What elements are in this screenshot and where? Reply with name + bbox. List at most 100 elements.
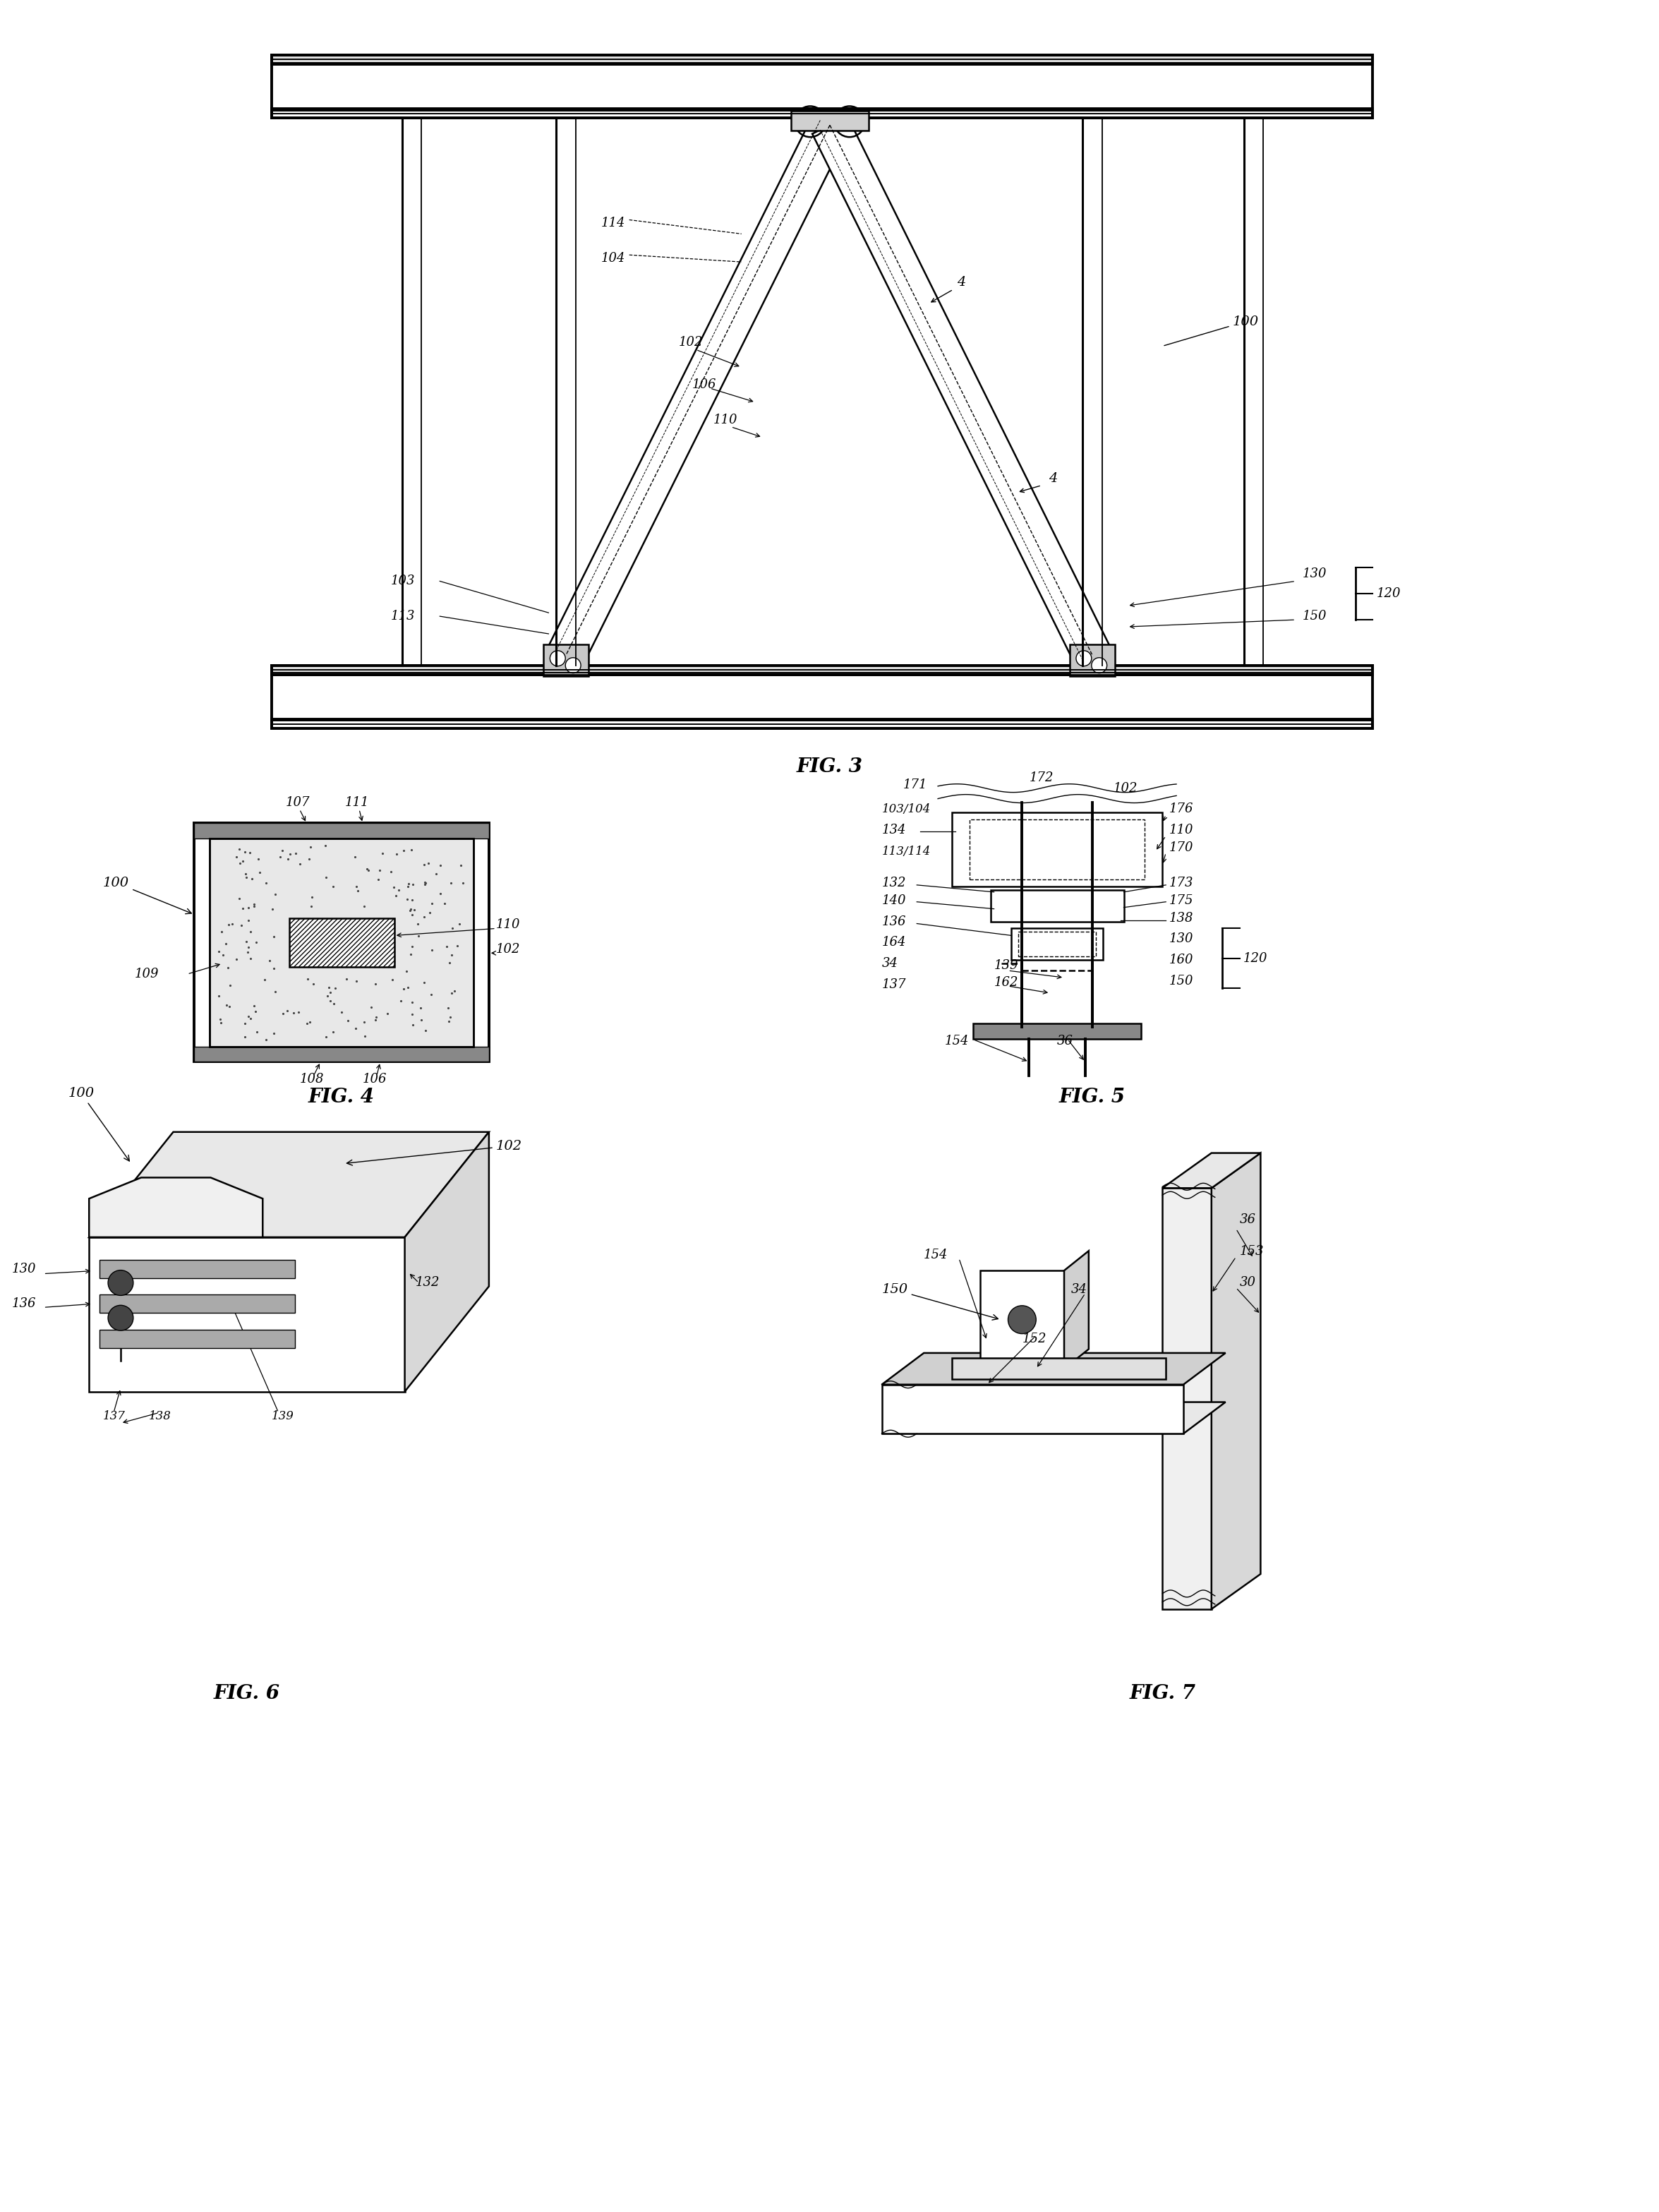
Polygon shape (1211, 1152, 1261, 1608)
Text: FIG. 4: FIG. 4 (309, 1088, 375, 1106)
Text: FIG. 7: FIG. 7 (1130, 1683, 1196, 1703)
Text: 100: 100 (1165, 314, 1259, 345)
Text: 160: 160 (1170, 953, 1194, 967)
Text: 172: 172 (1029, 772, 1053, 783)
Text: 140: 140 (883, 894, 906, 907)
Text: 110: 110 (496, 918, 521, 931)
Polygon shape (1163, 1152, 1261, 1188)
Text: FIG. 5: FIG. 5 (1058, 1088, 1125, 1106)
Text: 154: 154 (924, 1248, 949, 1261)
Text: 109: 109 (134, 967, 159, 980)
Polygon shape (272, 719, 1372, 728)
Text: 110: 110 (713, 414, 738, 427)
Bar (194, 1046, 489, 1062)
Bar (289, 918, 395, 967)
Text: 113/114: 113/114 (883, 845, 931, 858)
Bar (990, 889, 1123, 922)
Polygon shape (952, 1358, 1166, 1380)
Text: FIG. 3: FIG. 3 (796, 757, 863, 776)
Polygon shape (980, 1270, 1063, 1369)
Bar (194, 823, 489, 838)
Text: 111: 111 (345, 796, 370, 810)
Text: 132: 132 (883, 876, 906, 889)
Text: 136: 136 (12, 1298, 36, 1310)
Text: 102: 102 (1113, 781, 1138, 794)
Text: 104: 104 (601, 252, 625, 265)
Text: 36: 36 (1239, 1214, 1256, 1225)
Text: 114: 114 (601, 217, 625, 230)
Text: 102: 102 (679, 336, 703, 349)
Polygon shape (405, 1133, 489, 1391)
Bar (1012, 929, 1103, 960)
Polygon shape (549, 117, 848, 664)
Circle shape (1077, 650, 1092, 666)
Text: 113: 113 (392, 611, 415, 622)
Bar (544, 644, 589, 677)
Text: 137: 137 (103, 1411, 126, 1422)
Text: 103: 103 (392, 575, 415, 588)
Text: 36: 36 (1057, 1035, 1073, 1046)
Text: 152: 152 (1022, 1332, 1047, 1345)
Text: 34: 34 (883, 958, 898, 969)
Polygon shape (883, 1402, 1226, 1433)
Text: 139: 139 (994, 960, 1019, 971)
Bar (1070, 644, 1115, 677)
Text: 120: 120 (1243, 951, 1267, 964)
Circle shape (1092, 657, 1107, 672)
Text: 106: 106 (692, 378, 717, 392)
Circle shape (108, 1305, 133, 1332)
Circle shape (1009, 1305, 1037, 1334)
Text: 170: 170 (1170, 841, 1194, 854)
Bar (272, 666, 1372, 728)
Polygon shape (883, 1385, 1183, 1433)
Text: 171: 171 (902, 779, 927, 792)
Text: 150: 150 (883, 1283, 999, 1321)
Polygon shape (883, 1354, 1226, 1385)
Text: 110: 110 (1170, 823, 1194, 836)
Bar (100, 1329, 295, 1347)
Text: 108: 108 (300, 1073, 324, 1086)
Text: 106: 106 (363, 1073, 387, 1086)
Text: 130: 130 (1170, 933, 1194, 945)
Text: 153: 153 (1239, 1245, 1264, 1259)
Text: 132: 132 (415, 1276, 440, 1290)
Text: 138: 138 (1170, 911, 1194, 925)
Text: 34: 34 (1072, 1283, 1087, 1296)
Text: 103/104: 103/104 (883, 803, 931, 816)
Text: 164: 164 (883, 936, 906, 949)
Text: 134: 134 (883, 823, 906, 836)
Bar (209, 838, 473, 1046)
Circle shape (549, 650, 566, 666)
Text: 107: 107 (285, 796, 310, 810)
Text: 100: 100 (103, 876, 191, 914)
Polygon shape (1063, 1252, 1088, 1369)
Text: 173: 173 (1170, 876, 1194, 889)
Text: 102: 102 (496, 942, 521, 956)
Bar (100, 1259, 295, 1279)
Circle shape (566, 657, 581, 672)
Text: 30: 30 (1239, 1276, 1256, 1290)
Bar (272, 55, 1372, 117)
Text: 4: 4 (1048, 471, 1057, 484)
Polygon shape (813, 117, 1110, 664)
Text: 154: 154 (946, 1035, 969, 1046)
Text: 150: 150 (1302, 611, 1327, 622)
Text: 102: 102 (347, 1139, 523, 1166)
Text: 130: 130 (1302, 568, 1327, 580)
Polygon shape (1163, 1188, 1211, 1608)
Text: 4: 4 (957, 276, 966, 290)
Text: 138: 138 (149, 1411, 171, 1422)
Polygon shape (272, 108, 1372, 117)
Text: 162: 162 (994, 975, 1019, 989)
Polygon shape (272, 666, 1372, 675)
Text: 136: 136 (883, 916, 906, 927)
Polygon shape (90, 1133, 489, 1237)
Polygon shape (272, 55, 1372, 64)
Polygon shape (90, 1237, 405, 1391)
Polygon shape (90, 1177, 262, 1237)
Bar (100, 1294, 295, 1314)
Text: 100: 100 (68, 1086, 129, 1161)
Bar (209, 838, 473, 1046)
Bar (1019, 931, 1095, 956)
Text: 137: 137 (883, 978, 906, 991)
